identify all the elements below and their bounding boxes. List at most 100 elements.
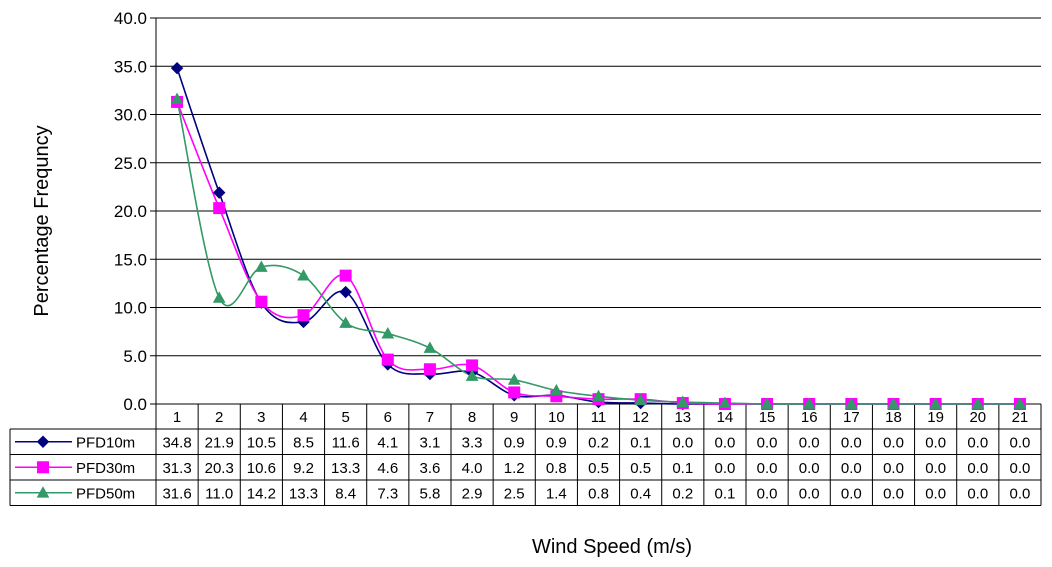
- table-cell-value: 4.6: [377, 460, 398, 477]
- x-tick-label: 9: [510, 409, 518, 426]
- legend-label: PFD30m: [76, 460, 135, 477]
- table-cell-value: 0.0: [883, 460, 904, 477]
- table-cell-value: 0.0: [1009, 485, 1030, 502]
- table-cell-value: 0.0: [925, 485, 946, 502]
- legend-key-marker: [36, 435, 50, 448]
- x-tick-label: 1: [173, 409, 181, 426]
- table-cell-value: 0.0: [925, 434, 946, 451]
- data-point-pfd50m: [929, 397, 942, 409]
- data-point-pfd50m: [381, 327, 395, 339]
- data-point-pfd50m: [592, 389, 605, 402]
- data-point-pfd50m: [507, 373, 521, 385]
- table-cell-value: 9.2: [293, 460, 314, 477]
- data-point-pfd30m: [297, 309, 310, 322]
- table-cell-value: 0.8: [588, 485, 609, 502]
- table-cell-value: 4.1: [377, 434, 398, 451]
- x-tick-label: 3: [257, 409, 265, 426]
- x-tick-label: 18: [885, 409, 902, 426]
- x-tick-label: 6: [384, 409, 392, 426]
- x-tick-label: 21: [1012, 409, 1029, 426]
- data-point-pfd30m: [255, 295, 268, 308]
- x-tick-label: 19: [927, 409, 944, 426]
- table-cell-value: 0.0: [883, 485, 904, 502]
- x-tick-label: 16: [801, 409, 818, 426]
- data-point-pfd50m: [634, 393, 647, 406]
- y-axis-label: Percentage Frequncy: [31, 125, 53, 316]
- data-point-pfd50m: [676, 395, 690, 407]
- x-tick-label: 10: [548, 409, 565, 426]
- table-cell-value: 8.5: [293, 434, 314, 451]
- table-cell-value: 0.0: [841, 485, 862, 502]
- data-point-pfd50m: [297, 269, 310, 281]
- table-cell-value: 31.3: [162, 460, 191, 477]
- table-cell-value: 31.6: [162, 485, 191, 502]
- legend-key-marker: [36, 486, 50, 498]
- table-cell-value: 0.0: [967, 485, 988, 502]
- table-cell-value: 5.8: [419, 485, 440, 502]
- data-point-pfd50m: [212, 291, 226, 303]
- table-cell-value: 0.0: [757, 460, 778, 477]
- y-tick-label: 20.0: [114, 202, 147, 221]
- table-cell-value: 7.3: [377, 485, 398, 502]
- data-point-pfd50m: [887, 397, 900, 409]
- data-point-pfd30m: [466, 359, 479, 372]
- data-point-pfd50m: [760, 397, 774, 409]
- table-cell-value: 11.6: [332, 434, 360, 451]
- table-cell-value: 0.9: [546, 434, 567, 451]
- data-point-pfd50m: [423, 341, 437, 353]
- table-cell-value: 21.9: [205, 434, 234, 451]
- table-cell-value: 1.2: [504, 460, 525, 477]
- x-tick-label: 17: [843, 409, 860, 426]
- table-cell-value: 0.9: [504, 434, 525, 451]
- x-tick-label: 14: [717, 409, 734, 426]
- table-cell-value: 14.2: [247, 485, 276, 502]
- table-cell-value: 13.3: [289, 485, 318, 502]
- table-cell-value: 0.0: [799, 460, 820, 477]
- table-cell-value: 0.0: [799, 485, 820, 502]
- table-cell-value: 0.8: [546, 460, 567, 477]
- data-point-pfd50m: [550, 383, 563, 396]
- table-cell-value: 0.5: [588, 460, 609, 477]
- x-tick-label: 11: [591, 409, 607, 426]
- y-tick-label: 40.0: [114, 9, 147, 28]
- legend-key-marker: [37, 461, 49, 474]
- data-point-pfd30m: [339, 269, 352, 282]
- table-cell-value: 0.0: [841, 434, 862, 451]
- legend-label: PFD50m: [76, 485, 135, 502]
- table-cell-value: 3.1: [419, 434, 440, 451]
- table-cell-value: 0.0: [925, 460, 946, 477]
- table-cell-value: 34.8: [162, 434, 191, 451]
- table-cell-value: 0.0: [672, 434, 693, 451]
- y-tick-label: 35.0: [114, 57, 147, 76]
- data-point-pfd30m: [508, 386, 521, 399]
- data-point-pfd50m: [255, 260, 268, 272]
- table-cell-value: 0.2: [672, 485, 693, 502]
- x-tick-label: 8: [468, 409, 476, 426]
- x-tick-label: 12: [632, 409, 649, 426]
- table-cell-value: 3.6: [419, 460, 440, 477]
- table-cell-value: 20.3: [205, 460, 234, 477]
- table-cell-value: 0.0: [714, 434, 735, 451]
- y-tick-label: 25.0: [114, 154, 147, 173]
- table-cell-value: 1.4: [546, 485, 567, 502]
- data-point-pfd50m: [1013, 397, 1027, 409]
- series-line-pfd50m: [176, 98, 1020, 405]
- table-cell-value: 0.0: [967, 434, 988, 451]
- x-tick-label: 5: [341, 409, 349, 426]
- y-tick-label: 0.0: [123, 395, 147, 414]
- table-cell-value: 0.1: [714, 485, 735, 502]
- table-cell-value: 0.5: [630, 460, 651, 477]
- y-tick-label: 10.0: [114, 299, 147, 318]
- table-cell-value: 2.5: [504, 485, 525, 502]
- y-tick-label: 30.0: [114, 106, 147, 125]
- table-cell-value: 0.0: [757, 434, 778, 451]
- table-cell-value: 3.3: [462, 434, 483, 451]
- table-cell-value: 2.9: [462, 485, 483, 502]
- table-cell-value: 0.0: [841, 460, 862, 477]
- data-point-pfd50m: [465, 369, 479, 381]
- x-tick-label: 15: [759, 409, 776, 426]
- x-tick-label: 4: [299, 409, 307, 426]
- x-tick-label: 2: [215, 409, 223, 426]
- data-point-pfd30m: [381, 353, 394, 366]
